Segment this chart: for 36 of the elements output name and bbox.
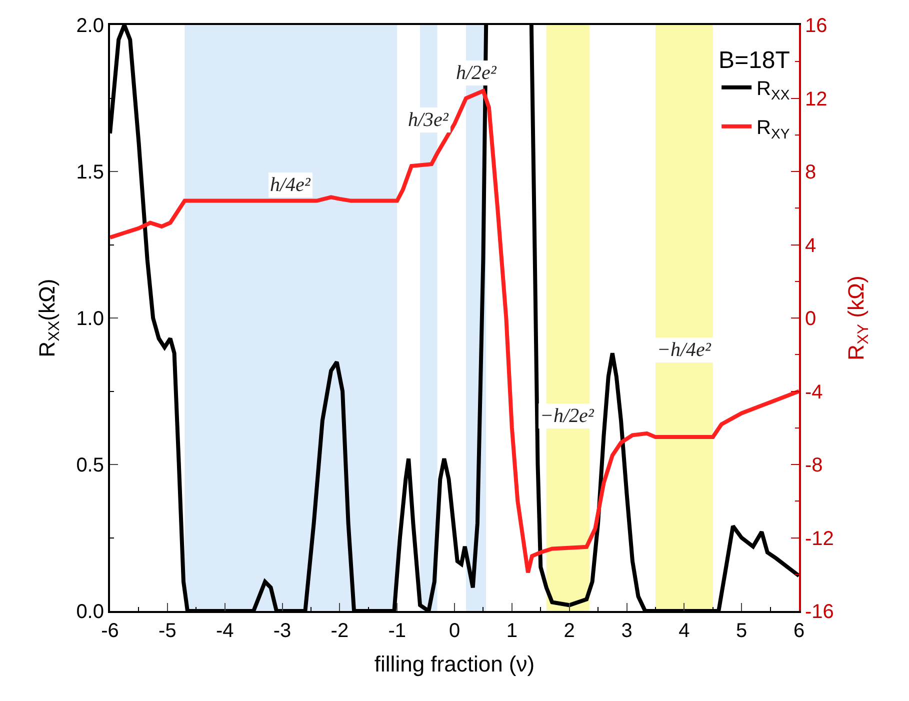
x-tick-label: 3 xyxy=(621,620,632,642)
y2-tick-label: 4 xyxy=(805,234,816,257)
y2-tick-label: 0 xyxy=(805,308,816,330)
band-label: −h/2e² xyxy=(540,405,595,427)
y-tick-label: 0.5 xyxy=(76,454,104,476)
y-tick-label: 0.0 xyxy=(76,601,104,623)
y2-tick-label: -4 xyxy=(805,381,823,404)
y-tick-label: 1.5 xyxy=(76,162,104,184)
band-label: h/3e² xyxy=(408,109,450,131)
y2-tick-label: 16 xyxy=(805,15,828,37)
x-tick-label: 6 xyxy=(793,620,805,642)
x-tick-label: 4 xyxy=(678,620,690,642)
x-tick-label: -6 xyxy=(101,620,119,642)
x-tick-label: -4 xyxy=(216,620,234,642)
x-axis-title: filling fraction (ν) xyxy=(374,651,535,676)
y2-tick-label: 8 xyxy=(805,162,816,184)
x-tick-label: -1 xyxy=(388,620,406,642)
x-tick-label: -3 xyxy=(273,620,292,642)
x-tick-label: 5 xyxy=(736,620,748,642)
legend-title: B=18T xyxy=(718,46,790,74)
x-tick-label: -5 xyxy=(158,620,176,642)
y2-tick-label: 12 xyxy=(805,88,828,110)
x-tick-label: 1 xyxy=(506,620,518,642)
band-label: h/2e² xyxy=(456,62,498,84)
x-tick-label: 0 xyxy=(448,620,460,642)
x-tick-label: -2 xyxy=(330,620,349,642)
y-tick-label: 2.0 xyxy=(76,15,104,37)
band-label: h/4e² xyxy=(270,174,312,196)
y2-tick-label: -12 xyxy=(805,528,834,550)
x-tick-label: 2 xyxy=(564,620,575,642)
legend-label: R$_{XX}$ xyxy=(756,78,790,102)
y2-tick-label: -16 xyxy=(805,601,834,623)
y2-tick-label: -8 xyxy=(805,454,823,476)
y-tick-label: 1.0 xyxy=(76,308,104,330)
band-label: −h/4e² xyxy=(657,339,712,361)
legend-label: R$_{XY}$ xyxy=(756,117,790,142)
